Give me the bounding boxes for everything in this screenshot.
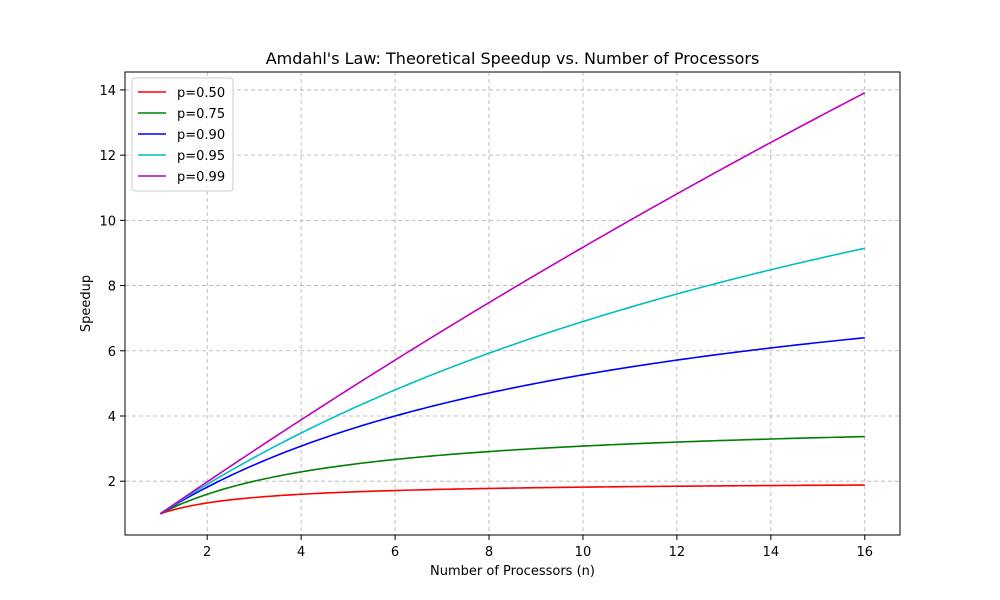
series-line-4	[159, 92, 866, 515]
x-tick-label: 8	[485, 545, 493, 560]
y-tick-label: 12	[99, 149, 116, 164]
legend-entry-3: p=0.95	[177, 149, 225, 164]
y-axis-ticks: 2 4 6 8 10 12 14	[99, 84, 125, 490]
y-tick-label: 2	[108, 475, 116, 490]
series-lines	[159, 92, 866, 515]
grid	[125, 72, 900, 535]
x-axis-ticks: 2 4 6 8 10 12 14 16	[203, 535, 873, 560]
x-tick-label: 10	[575, 545, 592, 560]
series-line-3	[159, 247, 865, 515]
y-tick-label: 6	[108, 345, 116, 360]
x-tick-label: 6	[391, 545, 399, 560]
y-axis-label: Speedup	[79, 275, 94, 332]
legend-entry-1: p=0.75	[177, 107, 225, 122]
x-tick-label: 16	[856, 545, 873, 560]
y-tick-label: 8	[108, 280, 116, 295]
legend-entry-2: p=0.90	[177, 128, 225, 143]
legend-entry-4: p=0.99	[177, 170, 225, 185]
x-tick-label: 2	[203, 545, 211, 560]
plot-background	[125, 72, 900, 535]
x-tick-label: 12	[669, 545, 686, 560]
legend-entry-0: p=0.50	[177, 86, 225, 101]
y-tick-label: 10	[99, 214, 116, 229]
y-tick-label: 4	[108, 410, 116, 425]
series-line-2	[159, 336, 865, 515]
x-axis-label: Number of Processors (n)	[430, 564, 595, 579]
legend-box	[131, 77, 234, 192]
series-line-0	[159, 484, 865, 515]
x-tick-label: 14	[763, 545, 780, 560]
x-tick-label: 4	[297, 545, 305, 560]
plot-area: 2 4 6 8 10 12 14 16 2 4 6 8 10 12 14	[99, 71, 901, 560]
legend: p=0.50 p=0.75 p=0.90 p=0.95 p=0.99	[131, 77, 234, 192]
chart-title: Amdahl's Law: Theoretical Speedup vs. Nu…	[266, 49, 760, 68]
y-tick-label: 14	[99, 84, 116, 99]
series-line-1	[159, 435, 865, 515]
plot-frame	[124, 71, 901, 536]
